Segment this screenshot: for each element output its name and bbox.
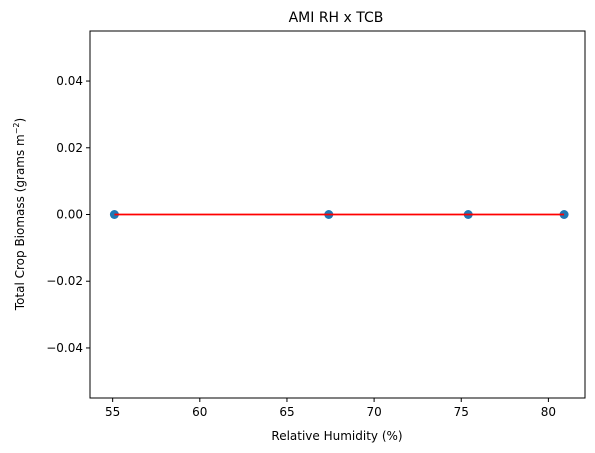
y-tick-label: −0.04 [46,341,83,355]
y-tick-label: 0.02 [56,141,83,155]
y-tick-label: 0.04 [56,74,83,88]
x-tick-label: 70 [366,405,381,419]
y-axis-ticks: −0.04 −0.02 0.00 0.02 0.04 [46,74,90,355]
x-tick-label: 80 [541,405,556,419]
x-axis-ticks: 55 60 65 70 75 80 [105,398,556,419]
y-axis-label: Total Crop Biomass (grams m−2) [12,118,27,311]
y-axis-label-superscript: −2 [12,122,21,134]
x-tick-label: 75 [454,405,469,419]
y-tick-label: 0.00 [56,208,83,222]
x-tick-label: 55 [105,405,120,419]
x-tick-label: 60 [192,405,207,419]
chart-title: AMI RH x TCB [289,10,384,26]
y-tick-label: −0.02 [46,274,83,288]
data-series [109,210,569,219]
x-tick-label: 65 [279,405,294,419]
y-axis-label-main: Total Crop Biomass (grams m [13,134,27,311]
x-axis-label: Relative Humidity (%) [271,429,402,443]
y-axis-label-end: ) [13,118,27,123]
